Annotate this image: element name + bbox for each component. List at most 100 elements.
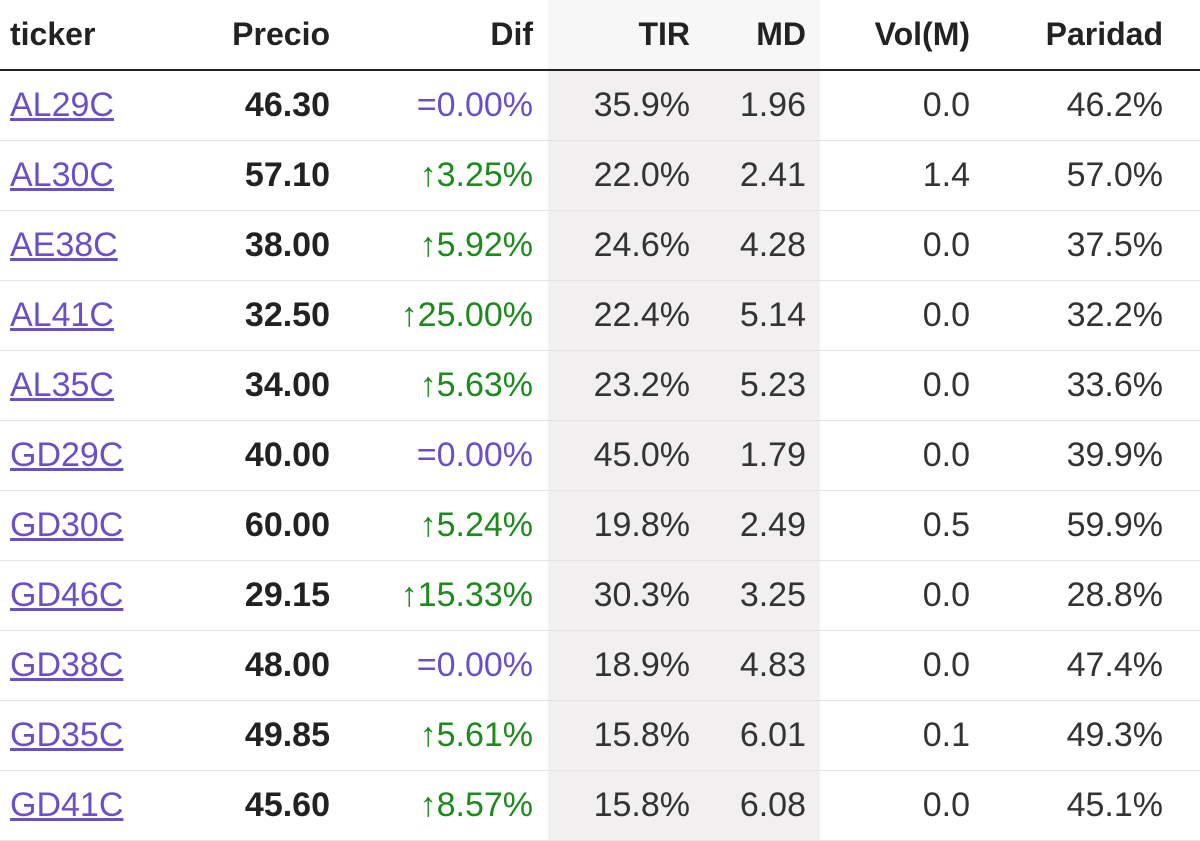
ticker-cell: AL41C	[0, 280, 190, 351]
cell: =0.00%	[345, 70, 548, 141]
cell: 5.14	[705, 280, 820, 351]
cell: 19.8%	[548, 490, 705, 561]
ticker-link[interactable]: AL41C	[10, 295, 114, 334]
cell: ↑5.24%	[345, 490, 548, 561]
cell: 60.00	[190, 490, 345, 561]
cell: 35.9%	[548, 70, 705, 141]
ticker-cell: GD30C	[0, 490, 190, 561]
cell: 6.01	[705, 700, 820, 771]
table-row: GD41C 45.60 ↑8.57% 15.8% 6.08 0.0 45.1%	[0, 770, 1200, 841]
cell: 2.41	[705, 140, 820, 211]
ticker-link[interactable]: GD38C	[10, 645, 124, 684]
cell: =0.00%	[345, 630, 548, 701]
table-row: GD30C 60.00 ↑5.24% 19.8% 2.49 0.5 59.9%	[0, 490, 1200, 561]
cell: 46.30	[190, 70, 345, 141]
cell: 15.8%	[548, 770, 705, 841]
cell: 0.0	[820, 630, 985, 701]
ticker-cell: GD46C	[0, 560, 190, 631]
cell: 38.00	[190, 210, 345, 281]
cell: 15.8%	[548, 700, 705, 771]
ticker-link[interactable]: GD29C	[10, 435, 124, 474]
column-header: Precio	[190, 0, 345, 71]
cell: 0.0	[820, 770, 985, 841]
cell: 34.00	[190, 350, 345, 421]
ticker-cell: GD41C	[0, 770, 190, 841]
cell: 45.60	[190, 770, 345, 841]
ticker-link[interactable]: GD41C	[10, 785, 124, 824]
cell: 0.0	[820, 70, 985, 141]
cell: 57.10	[190, 140, 345, 211]
ticker-cell: AE38C	[0, 210, 190, 281]
cell: 1.4	[820, 140, 985, 211]
cell: ↑5.61%	[345, 700, 548, 771]
table-body: AL29C 46.30 =0.00% 35.9% 1.96 0.0 46.2% AL30C 57…	[0, 70, 1200, 841]
table-row: AL35C 34.00 ↑5.63% 23.2% 5.23 0.0 33.6%	[0, 350, 1200, 421]
cell: 30.3%	[548, 560, 705, 631]
cell: 39.9%	[985, 420, 1200, 491]
table-row: GD46C 29.15 ↑15.33% 30.3% 3.25 0.0 28.8%	[0, 560, 1200, 631]
cell: 32.50	[190, 280, 345, 351]
cell: ↑3.25%	[345, 140, 548, 211]
cell: ↑5.92%	[345, 210, 548, 281]
cell: 5.23	[705, 350, 820, 421]
cell: 49.85	[190, 700, 345, 771]
ticker-link[interactable]: AE38C	[10, 225, 118, 264]
cell: 28.8%	[985, 560, 1200, 631]
cell: 1.96	[705, 70, 820, 141]
cell: =0.00%	[345, 420, 548, 491]
cell: ↑25.00%	[345, 280, 548, 351]
cell: 22.0%	[548, 140, 705, 211]
cell: 22.4%	[548, 280, 705, 351]
cell: 32.2%	[985, 280, 1200, 351]
cell: 45.0%	[548, 420, 705, 491]
cell: 45.1%	[985, 770, 1200, 841]
column-header: Dif	[345, 0, 548, 71]
table-row: GD35C 49.85 ↑5.61% 15.8% 6.01 0.1 49.3%	[0, 700, 1200, 771]
cell: 4.28	[705, 210, 820, 281]
cell: 0.1	[820, 700, 985, 771]
ticker-link[interactable]: AL29C	[10, 85, 114, 124]
cell: 29.15	[190, 560, 345, 631]
cell: 0.0	[820, 210, 985, 281]
ticker-cell: AL30C	[0, 140, 190, 211]
table-row: GD29C 40.00 =0.00% 45.0% 1.79 0.0 39.9%	[0, 420, 1200, 491]
ticker-link[interactable]: AL35C	[10, 365, 114, 404]
cell: 49.3%	[985, 700, 1200, 771]
ticker-link[interactable]: GD35C	[10, 715, 124, 754]
cell: 0.0	[820, 280, 985, 351]
ticker-cell: AL35C	[0, 350, 190, 421]
ticker-cell: GD38C	[0, 630, 190, 701]
cell: 46.2%	[985, 70, 1200, 141]
cell: 33.6%	[985, 350, 1200, 421]
ticker-link[interactable]: GD30C	[10, 505, 124, 544]
cell: 47.4%	[985, 630, 1200, 701]
cell: 37.5%	[985, 210, 1200, 281]
cell: ↑5.63%	[345, 350, 548, 421]
ticker-link[interactable]: AL30C	[10, 155, 114, 194]
table-row: AL29C 46.30 =0.00% 35.9% 1.96 0.0 46.2%	[0, 70, 1200, 141]
table-row: AE38C 38.00 ↑5.92% 24.6% 4.28 0.0 37.5%	[0, 210, 1200, 281]
cell: 59.9%	[985, 490, 1200, 561]
ticker-cell: GD35C	[0, 700, 190, 771]
cell: ↑8.57%	[345, 770, 548, 841]
cell: 23.2%	[548, 350, 705, 421]
cell: 0.0	[820, 350, 985, 421]
ticker-cell: GD29C	[0, 420, 190, 491]
table-row: AL41C 32.50 ↑25.00% 22.4% 5.14 0.0 32.2%	[0, 280, 1200, 351]
table-row: GD38C 48.00 =0.00% 18.9% 4.83 0.0 47.4%	[0, 630, 1200, 701]
cell: 24.6%	[548, 210, 705, 281]
ticker-cell: AL29C	[0, 70, 190, 141]
cell: 18.9%	[548, 630, 705, 701]
cell: 0.0	[820, 420, 985, 491]
column-header: Vol(M)	[820, 0, 985, 71]
column-header: Paridad	[985, 0, 1200, 71]
cell: 4.83	[705, 630, 820, 701]
cell: 6.08	[705, 770, 820, 841]
ticker-link[interactable]: GD46C	[10, 575, 124, 614]
cell: 0.0	[820, 560, 985, 631]
header-row: ticker Precio Dif TIR MD Vol(M) Paridad	[0, 0, 1200, 71]
cell: ↑15.33%	[345, 560, 548, 631]
column-header: MD	[705, 0, 820, 71]
